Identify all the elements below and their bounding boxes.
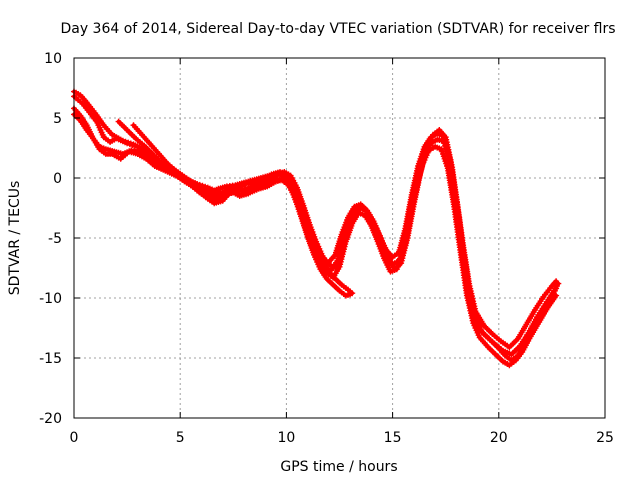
x-tick-label: 10	[277, 430, 295, 446]
x-axis-label: GPS time / hours	[280, 459, 397, 475]
y-tick-label: -5	[48, 231, 62, 247]
series-markers	[130, 122, 560, 351]
axis-ticks: 0 5 10 15 20 25 -20 -15 -10 -5 0 5 10	[39, 51, 614, 446]
x-tick-label: 0	[70, 430, 79, 446]
y-tick-label: 5	[53, 111, 62, 127]
x-tick-label: 25	[596, 430, 614, 446]
series-6	[130, 122, 560, 351]
series-line	[72, 89, 559, 363]
x-tick-label: 20	[490, 430, 508, 446]
y-tick-label: -15	[39, 351, 62, 367]
data-series	[71, 88, 562, 369]
x-tick-label: 15	[384, 430, 402, 446]
y-tick-label: 10	[44, 51, 62, 67]
y-axis-label: SDTVAR / TECUs	[7, 181, 23, 296]
x-tick-label: 5	[176, 430, 185, 446]
series-markers	[71, 88, 560, 364]
series-1	[71, 88, 560, 364]
y-tick-label: 0	[53, 171, 62, 187]
y-tick-label: -10	[39, 291, 62, 307]
chart-title: Day 364 of 2014, Sidereal Day-to-day VTE…	[60, 21, 615, 37]
y-tick-label: -20	[39, 411, 62, 427]
